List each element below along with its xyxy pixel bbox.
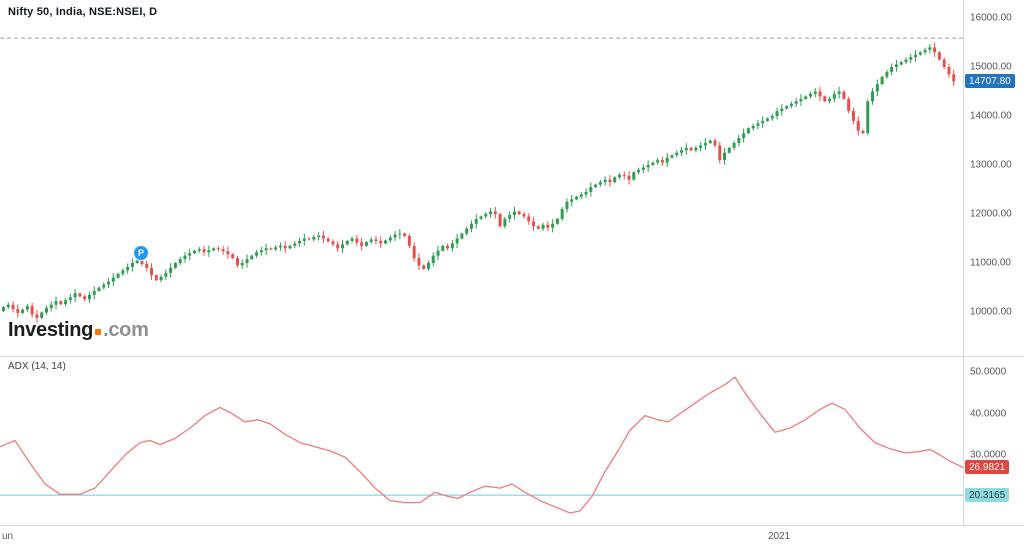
adx-tick-label: 30.0000 bbox=[970, 449, 1007, 461]
logo-brand-text: Investing bbox=[8, 319, 94, 341]
investing-logo[interactable]: Investing .com bbox=[8, 319, 149, 342]
indicator-label[interactable]: ADX (14, 14) bbox=[8, 361, 66, 372]
price-axis[interactable]: 14707.80 26.9821 20.3165 16000.00 15000.0… bbox=[963, 0, 1024, 525]
price-tick-label: 15000.00 bbox=[970, 61, 1012, 73]
price-tick-label: 16000.00 bbox=[970, 12, 1012, 24]
time-axis[interactable]: un 2021 bbox=[0, 525, 1024, 548]
candlestick-series[interactable] bbox=[2, 42, 956, 323]
pane-separator[interactable] bbox=[0, 356, 1024, 357]
price-tick-label: 10000.00 bbox=[970, 306, 1012, 318]
adx-value-badge: 26.9821 bbox=[965, 460, 1010, 474]
adx-level-badge: 20.3165 bbox=[965, 488, 1010, 502]
symbol-title: Nifty 50, India, NSE:NSEI, D bbox=[8, 6, 158, 18]
position-marker[interactable]: P bbox=[134, 246, 148, 260]
adx-line-series[interactable] bbox=[0, 376, 964, 514]
logo-accent-icon bbox=[95, 329, 102, 335]
price-tick-label: 11000.00 bbox=[970, 257, 1011, 269]
time-axis-label: 2021 bbox=[768, 531, 791, 542]
time-axis-label: un bbox=[2, 531, 14, 542]
logo-tld-text: .com bbox=[103, 319, 149, 341]
price-tick-label: 14000.00 bbox=[970, 110, 1012, 122]
adx-tick-label: 50.0000 bbox=[970, 366, 1007, 378]
last-price-badge: 14707.80 bbox=[965, 74, 1015, 88]
price-tick-label: 13000.00 bbox=[970, 159, 1012, 171]
adx-tick-label: 40.0000 bbox=[970, 408, 1007, 420]
price-tick-label: 12000.00 bbox=[970, 208, 1012, 220]
